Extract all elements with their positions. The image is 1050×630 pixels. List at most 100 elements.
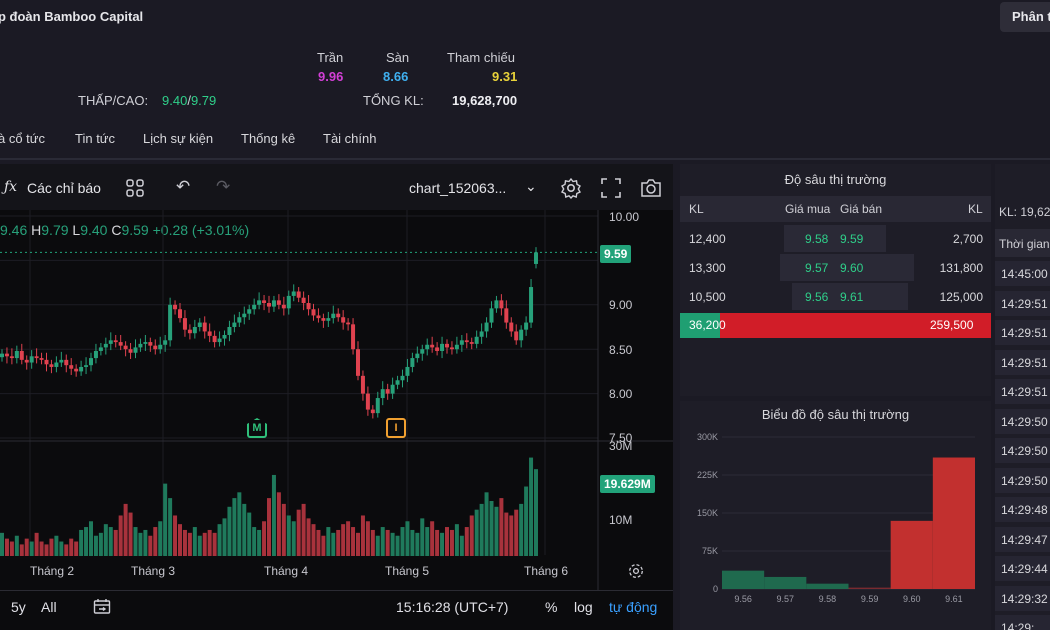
tab-statistics[interactable]: Thống kê: [241, 131, 296, 146]
depth-x-tick: 9.56: [734, 594, 752, 604]
price-chart[interactable]: [0, 210, 673, 590]
trade-time: 14:29:44: [1001, 562, 1048, 576]
volume-bar: [454, 524, 459, 556]
candle-body: [19, 350, 24, 360]
camera-icon[interactable]: [640, 178, 662, 203]
candle-body: [326, 318, 331, 321]
volume-bar: [257, 529, 262, 556]
volume-bar: [464, 527, 469, 556]
total-bid-volume: 36,200: [689, 318, 726, 332]
trade-row: [995, 438, 1050, 463]
volume-bar: [400, 527, 405, 556]
candle-body: [178, 309, 182, 319]
volume-bar: [484, 492, 489, 556]
candle-body: [182, 318, 187, 330]
candle-body: [14, 350, 19, 359]
candle-body: [489, 308, 494, 323]
volume-bar: [489, 501, 494, 556]
volume-bar: [202, 532, 207, 556]
function-icon[interactable]: ƒx: [4, 179, 18, 195]
volume-bar: [93, 535, 98, 556]
gear-icon[interactable]: [560, 177, 582, 204]
candle-body: [331, 313, 336, 319]
candle-body: [252, 304, 257, 310]
candle-body: [148, 342, 153, 346]
chevron-down-icon[interactable]: ⌄: [525, 178, 537, 194]
volume-bar: [4, 538, 9, 556]
volume-bar: [113, 529, 118, 556]
reference-value: 9.31: [492, 69, 518, 84]
volume-bar: [133, 527, 138, 556]
undo-icon[interactable]: ↶: [176, 177, 191, 196]
grid-icon[interactable]: [126, 179, 144, 202]
volume-bar: [440, 532, 445, 556]
volume-bar: [148, 535, 153, 556]
depth-chart[interactable]: 300K 225K 150K 75K 0 9.56 9.57 9.58 9.59 9.60 9.61: [680, 401, 991, 630]
depth-bid-bar: [764, 576, 807, 589]
marker-m[interactable]: M: [247, 418, 267, 438]
volume-bar: [64, 544, 69, 556]
redo-icon[interactable]: ↷: [216, 177, 231, 196]
candle-body: [351, 324, 356, 350]
total-volume-label: TỔNG KL:: [363, 93, 424, 108]
x-tick: Tháng 4: [264, 564, 309, 578]
volume-bar: [356, 532, 360, 556]
candle-body: [64, 359, 69, 366]
depth-bid-bar: [806, 583, 849, 589]
calendar-range-icon[interactable]: [93, 598, 111, 621]
candle-body: [336, 313, 341, 318]
log-toggle[interactable]: log: [574, 599, 593, 615]
volume-bar: [44, 544, 49, 556]
trade-time: 14:29:51: [1001, 355, 1048, 370]
volume-bar: [262, 521, 267, 556]
total-bid-bar: [680, 313, 720, 338]
candle-body: [89, 358, 93, 366]
candle-body: [217, 338, 222, 343]
candle-body: [370, 409, 375, 414]
auto-toggle[interactable]: tự động: [609, 599, 658, 615]
floor-value: 8.66: [383, 69, 409, 84]
ceiling-label: Trần: [317, 50, 344, 65]
volume-bar: [336, 529, 341, 556]
tab-dividends[interactable]: à cổ tức: [0, 131, 45, 146]
range-5y-button[interactable]: 5y: [11, 599, 26, 615]
trade-time: 14:29:50: [1001, 444, 1048, 458]
volume-bar: [49, 538, 54, 556]
ohlc-high-key: H: [31, 222, 42, 238]
volume-bar: [267, 498, 271, 556]
volume-bar: [360, 515, 365, 556]
volume-bar: [524, 486, 529, 556]
percent-toggle[interactable]: %: [545, 599, 558, 615]
volume-bar: [410, 529, 415, 556]
volume-bar: [425, 527, 430, 556]
marker-i[interactable]: I: [386, 418, 406, 438]
depth-x-tick: 9.59: [861, 594, 879, 604]
depth-x-tick: 9.58: [819, 594, 837, 604]
analysis-button[interactable]: Phân t: [1000, 2, 1050, 32]
tab-finance[interactable]: Tài chính: [323, 131, 377, 146]
fullscreen-icon[interactable]: [601, 178, 621, 203]
tab-news[interactable]: Tin tức: [75, 131, 116, 146]
candle-body: [84, 365, 89, 367]
ohlc-legend: 9.46 H9.79 L9.40 C9.59 +0.28 (+3.01%): [0, 222, 249, 238]
trade-time: 14:29:51: [1001, 296, 1048, 311]
volume-bar: [247, 512, 252, 556]
high-value: 9.79: [190, 93, 217, 108]
candle-body: [425, 344, 430, 350]
tab-events[interactable]: Lịch sự kiện: [143, 131, 214, 146]
price-tick: 9.00: [609, 298, 633, 312]
clock-readout[interactable]: 15:16:28 (UTC+7): [396, 599, 509, 615]
range-all-button[interactable]: All: [41, 599, 57, 615]
chart-name[interactable]: chart_152063...: [409, 180, 507, 196]
candle-body: [454, 344, 459, 350]
candle-body: [519, 329, 524, 341]
volume-bar: [163, 483, 168, 556]
candle-body: [173, 304, 178, 310]
axis-settings-icon[interactable]: [628, 563, 644, 584]
ask-price: 9.59: [840, 232, 864, 246]
indicators-button[interactable]: Các chỉ báo: [27, 180, 101, 196]
trade-time: 14:45:00: [1001, 267, 1048, 281]
trade-time: 14:29:50: [1001, 473, 1048, 488]
volume-bar: [534, 469, 538, 556]
candle-body: [474, 336, 479, 344]
